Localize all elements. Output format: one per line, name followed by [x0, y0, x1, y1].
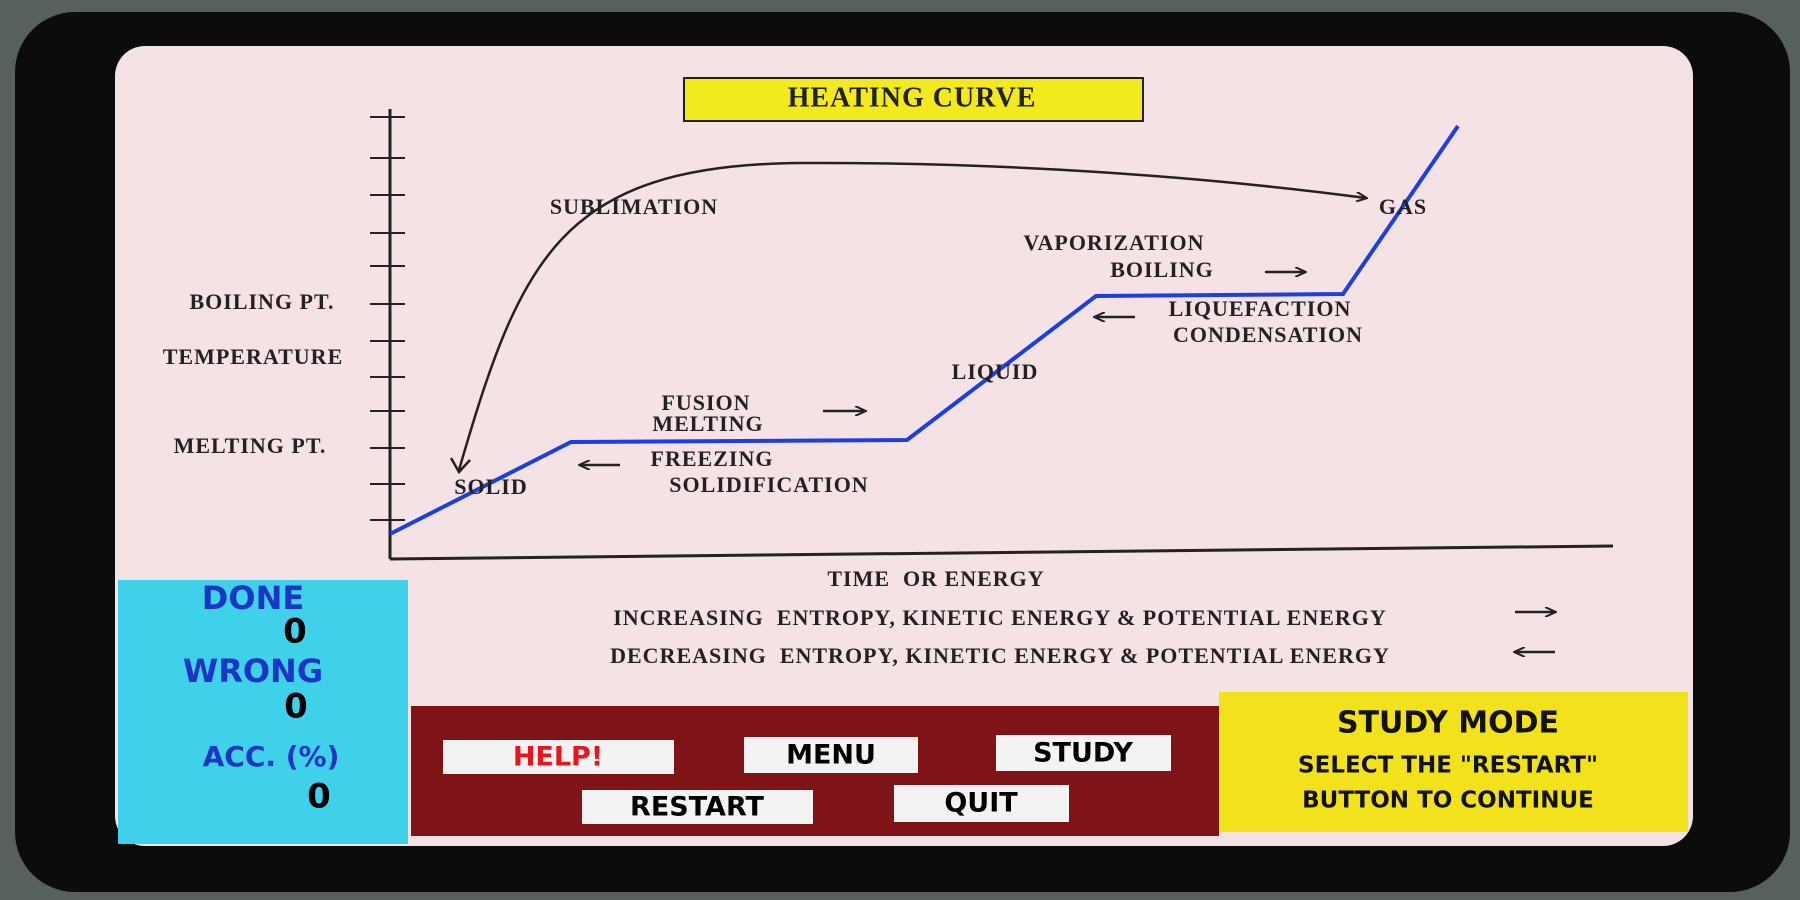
- legend-decreasing: DECREASING ENTROPY, KINETIC ENERGY & POT…: [610, 643, 1390, 668]
- title-box: [683, 77, 1144, 122]
- sublimation-arrow: [457, 161, 1366, 471]
- menu-button[interactable]: MENU: [744, 737, 918, 773]
- restart-button[interactable]: RESTART: [582, 790, 813, 824]
- button-bg: [582, 790, 813, 824]
- button-label: HELP!: [513, 742, 603, 773]
- phase-label: LIQUID: [952, 359, 1039, 384]
- accuracy-value: 0: [307, 777, 331, 817]
- status-panel: [1219, 692, 1688, 832]
- phase-label: SOLID: [454, 474, 527, 499]
- process-label: MELTING: [652, 411, 763, 436]
- done-label: DONE: [202, 579, 304, 617]
- button-bg: [443, 740, 674, 774]
- study-button[interactable]: STUDY: [996, 735, 1171, 771]
- button-bg: [996, 735, 1171, 771]
- process-label: FREEZING: [651, 446, 774, 471]
- screen: [115, 46, 1693, 846]
- phase-label: GAS: [1379, 194, 1427, 219]
- wrong-label: WRONG: [183, 652, 323, 690]
- button-label: RESTART: [630, 792, 764, 823]
- legend-increasing: INCREASING ENTROPY, KINETIC ENERGY & POT…: [613, 605, 1387, 630]
- help-button[interactable]: HELP!: [443, 740, 674, 774]
- wrong-count: 0: [284, 687, 308, 727]
- quit-button[interactable]: QUIT: [894, 785, 1069, 822]
- y-axis-label: BOILING PT.: [189, 289, 334, 314]
- button-label: MENU: [786, 740, 876, 771]
- process-label: VAPORIZATION: [1023, 230, 1204, 255]
- status-message: BUTTON TO CONTINUE: [1302, 788, 1594, 814]
- process-label: SOLIDIFICATION: [669, 472, 868, 497]
- process-label: CONDENSATION: [1173, 322, 1363, 347]
- done-count: 0: [283, 612, 307, 652]
- accuracy-label: ACC. (%): [203, 740, 340, 773]
- score-panel: [118, 580, 408, 844]
- y-axis-label: TEMPERATURE: [163, 344, 344, 369]
- direction-arrows: [580, 272, 1555, 652]
- heating-curve: [389, 124, 1460, 536]
- button-bg: [894, 785, 1069, 822]
- process-label: BOILING: [1110, 257, 1214, 282]
- process-label: SUBLIMATION: [550, 194, 718, 219]
- title: HEATING CURVE: [788, 82, 1037, 113]
- button-label: QUIT: [944, 788, 1018, 819]
- x-axis-label: TIME OR ENERGY: [827, 566, 1044, 591]
- status-message: SELECT THE "RESTART": [1298, 753, 1598, 779]
- status-title: STUDY MODE: [1337, 706, 1559, 741]
- button-bg: [744, 737, 918, 773]
- y-ticks: [370, 116, 405, 521]
- y-axis-label: MELTING PT.: [174, 433, 327, 458]
- arrowhead: [449, 457, 471, 475]
- button-label: STUDY: [1033, 738, 1133, 769]
- process-label: LIQUEFACTION: [1169, 296, 1352, 321]
- process-label: FUSION: [661, 390, 750, 415]
